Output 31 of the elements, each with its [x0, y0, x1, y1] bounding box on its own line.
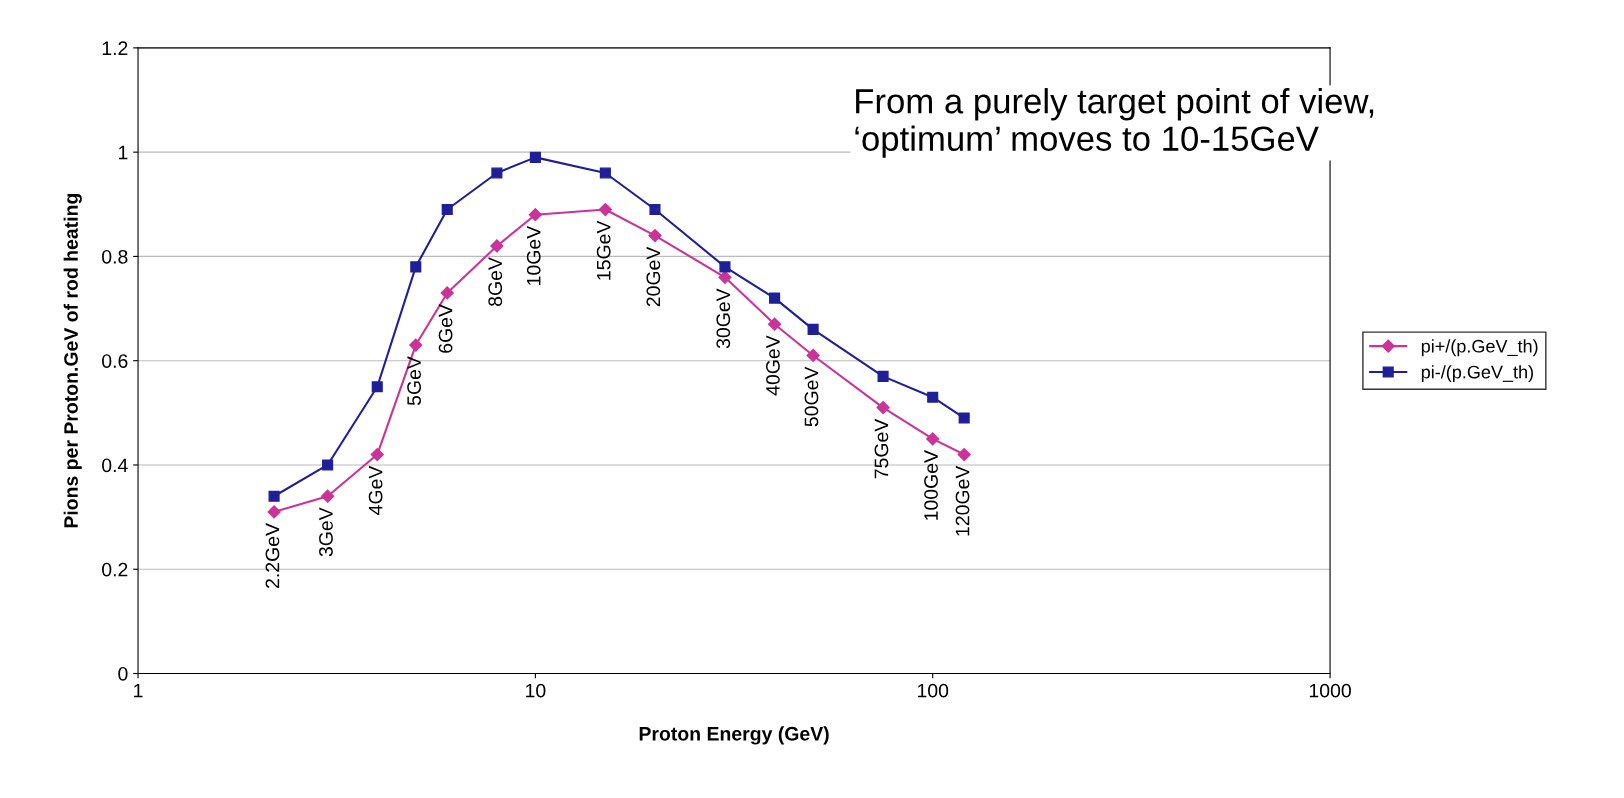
annotation: 3GeV: [319, 507, 333, 557]
annotation: 15GeV: [596, 220, 611, 280]
x-tick-label: 10: [526, 683, 546, 698]
y-tick-label: 0.8: [102, 249, 128, 264]
y-tick-label: 1.2: [102, 41, 128, 55]
y-tick-label: 0: [118, 666, 128, 681]
annotation: 4GeV: [368, 465, 383, 515]
annotation: 10GeV: [526, 225, 541, 285]
annotation: 30GeV: [716, 288, 731, 349]
annotation: 2.2GeV: [265, 523, 280, 588]
annotation: 6GeV: [438, 304, 453, 353]
annotation: 50GeV: [804, 366, 819, 427]
annotation: 5GeV: [407, 356, 421, 406]
y-tick-label: 1: [118, 145, 128, 160]
y-axis-title: Pions per Proton.GeV of rod heating: [63, 194, 82, 528]
annotation: 100GeV: [924, 450, 938, 520]
legend-label: pi-/(p.GeV_th): [1421, 365, 1533, 383]
legend-label: pi+/(p.GeV_th): [1421, 339, 1538, 357]
annotation: From a purely target point of view, ‘optimum’ moves to 10-15GeV: [855, 88, 1374, 158]
y-tick-label: 0.4: [102, 458, 128, 473]
y-tick-label: 0.2: [102, 562, 128, 577]
annotation: 20GeV: [646, 246, 661, 307]
x-tick-label: 100: [917, 683, 949, 698]
annotation: 40GeV: [766, 335, 780, 396]
x-tick-label: 1: [134, 683, 143, 698]
annotation: 120GeV: [955, 465, 970, 536]
annotation: 8GeV: [488, 257, 503, 306]
y-tick-label: 0.6: [102, 354, 128, 368]
x-axis-title: Proton Energy (GeV): [639, 726, 829, 745]
x-tick-label: 1000: [1309, 683, 1351, 698]
annotation: 75GeV: [874, 418, 889, 479]
